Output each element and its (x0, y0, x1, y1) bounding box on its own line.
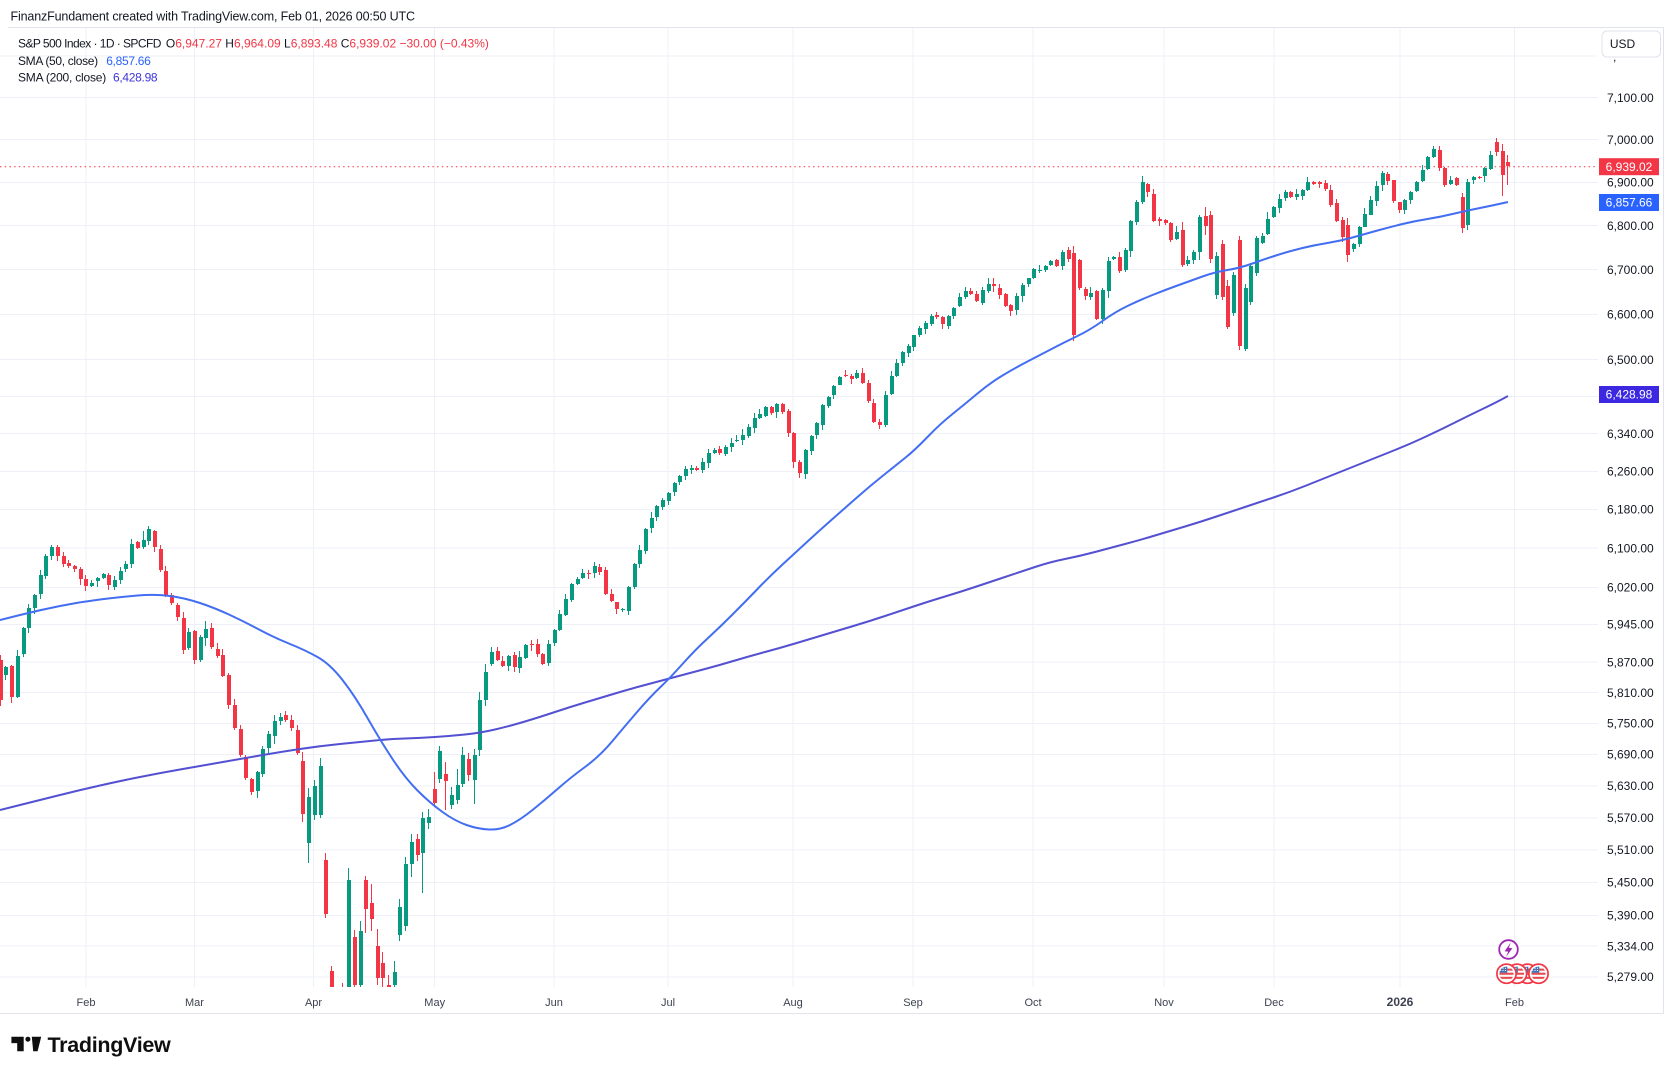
svg-text:5,810.00: 5,810.00 (1607, 686, 1654, 700)
svg-text:5,945.00: 5,945.00 (1607, 618, 1654, 632)
svg-text:Feb: Feb (1505, 997, 1524, 1009)
svg-text:6,700.00: 6,700.00 (1607, 263, 1654, 277)
svg-text:6,857.66: 6,857.66 (106, 54, 151, 68)
svg-text:7,000.00: 7,000.00 (1607, 133, 1654, 147)
svg-text:Nov: Nov (1154, 997, 1174, 1009)
svg-text:6,800.00: 6,800.00 (1607, 219, 1654, 233)
svg-text:6,500.00: 6,500.00 (1607, 353, 1654, 367)
svg-text:6,857.66: 6,857.66 (1606, 196, 1653, 210)
svg-text:6,340.00: 6,340.00 (1607, 427, 1654, 441)
svg-text:5,690.00: 5,690.00 (1607, 748, 1654, 762)
svg-text:5,390.00: 5,390.00 (1607, 909, 1654, 923)
svg-text:Jun: Jun (545, 997, 563, 1009)
svg-text:2026: 2026 (1387, 995, 1414, 1009)
svg-text:6,428.98: 6,428.98 (113, 71, 158, 85)
svg-text:6,180.00: 6,180.00 (1607, 503, 1654, 517)
svg-text:Oct: Oct (1024, 997, 1041, 1009)
svg-text:SMA (50, close): SMA (50, close) (18, 54, 98, 68)
svg-text:Feb: Feb (77, 997, 96, 1009)
svg-text:TradingView: TradingView (48, 1033, 172, 1057)
svg-text:6,260.00: 6,260.00 (1607, 465, 1654, 479)
svg-text:7,100.00: 7,100.00 (1607, 91, 1654, 105)
svg-text:6,020.00: 6,020.00 (1607, 581, 1654, 595)
svg-text:5,510.00: 5,510.00 (1607, 843, 1654, 857)
svg-text:O6,947.27 H6,964.09 L6,893.48: O6,947.27 H6,964.09 L6,893.48 C6,939.02 … (166, 37, 489, 51)
svg-text:May: May (424, 997, 445, 1009)
svg-text:Sep: Sep (903, 997, 923, 1009)
svg-text:Aug: Aug (783, 997, 803, 1009)
svg-text:6,939.02: 6,939.02 (1606, 160, 1653, 174)
svg-text:6,900.00: 6,900.00 (1607, 176, 1654, 190)
svg-text:Mar: Mar (185, 997, 204, 1009)
svg-text:5,630.00: 5,630.00 (1607, 779, 1654, 793)
svg-text:Apr: Apr (305, 997, 322, 1009)
svg-text:6,428.98: 6,428.98 (1606, 388, 1653, 402)
svg-text:6,100.00: 6,100.00 (1607, 541, 1654, 555)
svg-text:6,600.00: 6,600.00 (1607, 308, 1654, 322)
svg-text:USD: USD (1610, 37, 1636, 51)
svg-text:5,750.00: 5,750.00 (1607, 717, 1654, 731)
svg-text:5,570.00: 5,570.00 (1607, 811, 1654, 825)
svg-text:SMA (200, close): SMA (200, close) (18, 71, 106, 85)
svg-text:S&P 500 Index · 1D · SPCFD: S&P 500 Index · 1D · SPCFD (18, 37, 162, 51)
svg-text:FinanzFundament created with T: FinanzFundament created with TradingView… (11, 9, 416, 23)
svg-text:5,334.00: 5,334.00 (1607, 939, 1654, 953)
svg-text:5,870.00: 5,870.00 (1607, 655, 1654, 669)
svg-text:5,450.00: 5,450.00 (1607, 876, 1654, 890)
svg-text:Jul: Jul (661, 997, 675, 1009)
svg-text:Dec: Dec (1264, 997, 1284, 1009)
svg-text:5,279.00: 5,279.00 (1607, 970, 1654, 984)
